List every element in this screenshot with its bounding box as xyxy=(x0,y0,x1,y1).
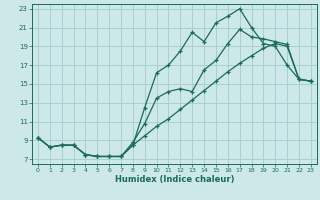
X-axis label: Humidex (Indice chaleur): Humidex (Indice chaleur) xyxy=(115,175,234,184)
